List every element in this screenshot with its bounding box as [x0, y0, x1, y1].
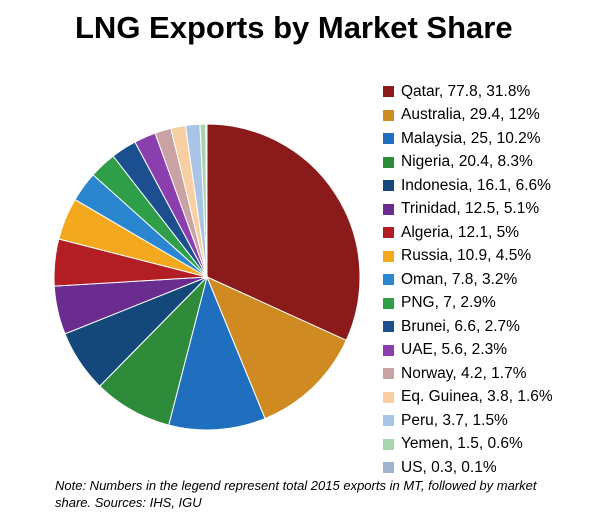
legend-label: Australia, 29.4, 12% [401, 106, 540, 124]
pie-slice-australia [206, 276, 347, 420]
pie-slice-us [205, 123, 208, 278]
legend-item-qatar: Qatar, 77.8, 31.8% [383, 80, 553, 104]
legend-label: Brunei, 6.6, 2.7% [401, 317, 520, 335]
legend-item-uae: UAE, 5.6, 2.3% [383, 339, 553, 363]
legend-label: Russia, 10.9, 4.5% [401, 247, 532, 265]
pie-slice-malaysia [168, 275, 266, 431]
legend-label: Indonesia, 16.1, 6.6% [401, 176, 551, 194]
legend-item-png: PNG, 7, 2.9% [383, 292, 553, 316]
legend-swatch [383, 86, 394, 98]
legend-label: Eq. Guinea, 3.8, 1.6% [401, 388, 553, 406]
legend-swatch [383, 438, 394, 450]
legend-label: UAE, 5.6, 2.3% [401, 341, 507, 359]
legend-item-indonesia: Indonesia, 16.1, 6.6% [383, 174, 553, 198]
legend-item-trinidad: Trinidad, 12.5, 5.1% [383, 198, 553, 222]
legend-item-russia: Russia, 10.9, 4.5% [383, 245, 553, 269]
legend-swatch [383, 344, 394, 356]
legend-swatch [383, 274, 394, 286]
legend-item-malaysia: Malaysia, 25, 10.2% [383, 127, 553, 151]
legend-item-us: US, 0.3, 0.1% [383, 456, 553, 480]
legend-label: Trinidad, 12.5, 5.1% [401, 200, 540, 218]
legend-swatch [383, 156, 394, 168]
legend-item-algeria: Algeria, 12.1, 5% [383, 221, 553, 245]
legend-label: Algeria, 12.1, 5% [401, 223, 520, 241]
legend-label: Peru, 3.7, 1.5% [401, 411, 508, 429]
chart-note: Note: Numbers in the legend represent to… [55, 478, 537, 510]
legend-swatch [383, 368, 394, 380]
legend-swatch [383, 321, 394, 333]
legend-label: Oman, 7.8, 3.2% [401, 270, 518, 288]
legend-item-eq-guinea: Eq. Guinea, 3.8, 1.6% [383, 386, 553, 410]
legend-label: US, 0.3, 0.1% [401, 458, 497, 476]
legend-swatch [383, 227, 394, 239]
legend-label: Yemen, 1.5, 0.6% [401, 435, 523, 453]
legend-label: PNG, 7, 2.9% [401, 294, 496, 312]
chart-title: LNG Exports by Market Share [75, 10, 513, 45]
pie-slice-qatar [206, 123, 361, 342]
legend-item-norway: Norway, 4.2, 1.7% [383, 362, 553, 386]
legend: Qatar, 77.8, 31.8% Australia, 29.4, 12% Ma… [383, 80, 553, 480]
legend-swatch [383, 391, 394, 403]
legend-swatch [383, 109, 394, 121]
legend-label: Malaysia, 25, 10.2% [401, 129, 541, 147]
legend-item-peru: Peru, 3.7, 1.5% [383, 409, 553, 433]
legend-label: Norway, 4.2, 1.7% [401, 364, 527, 382]
legend-label: Nigeria, 20.4, 8.3% [401, 153, 533, 171]
legend-swatch [383, 250, 394, 262]
legend-item-australia: Australia, 29.4, 12% [383, 104, 553, 128]
legend-swatch [383, 133, 394, 145]
legend-swatch [383, 297, 394, 309]
legend-swatch [383, 462, 394, 474]
legend-item-brunei: Brunei, 6.6, 2.7% [383, 315, 553, 339]
legend-label: Qatar, 77.8, 31.8% [401, 82, 531, 100]
legend-item-yemen: Yemen, 1.5, 0.6% [383, 433, 553, 457]
legend-swatch [383, 203, 394, 215]
legend-swatch [383, 415, 394, 427]
legend-swatch [383, 180, 394, 192]
legend-item-nigeria: Nigeria, 20.4, 8.3% [383, 151, 553, 175]
legend-item-oman: Oman, 7.8, 3.2% [383, 268, 553, 292]
